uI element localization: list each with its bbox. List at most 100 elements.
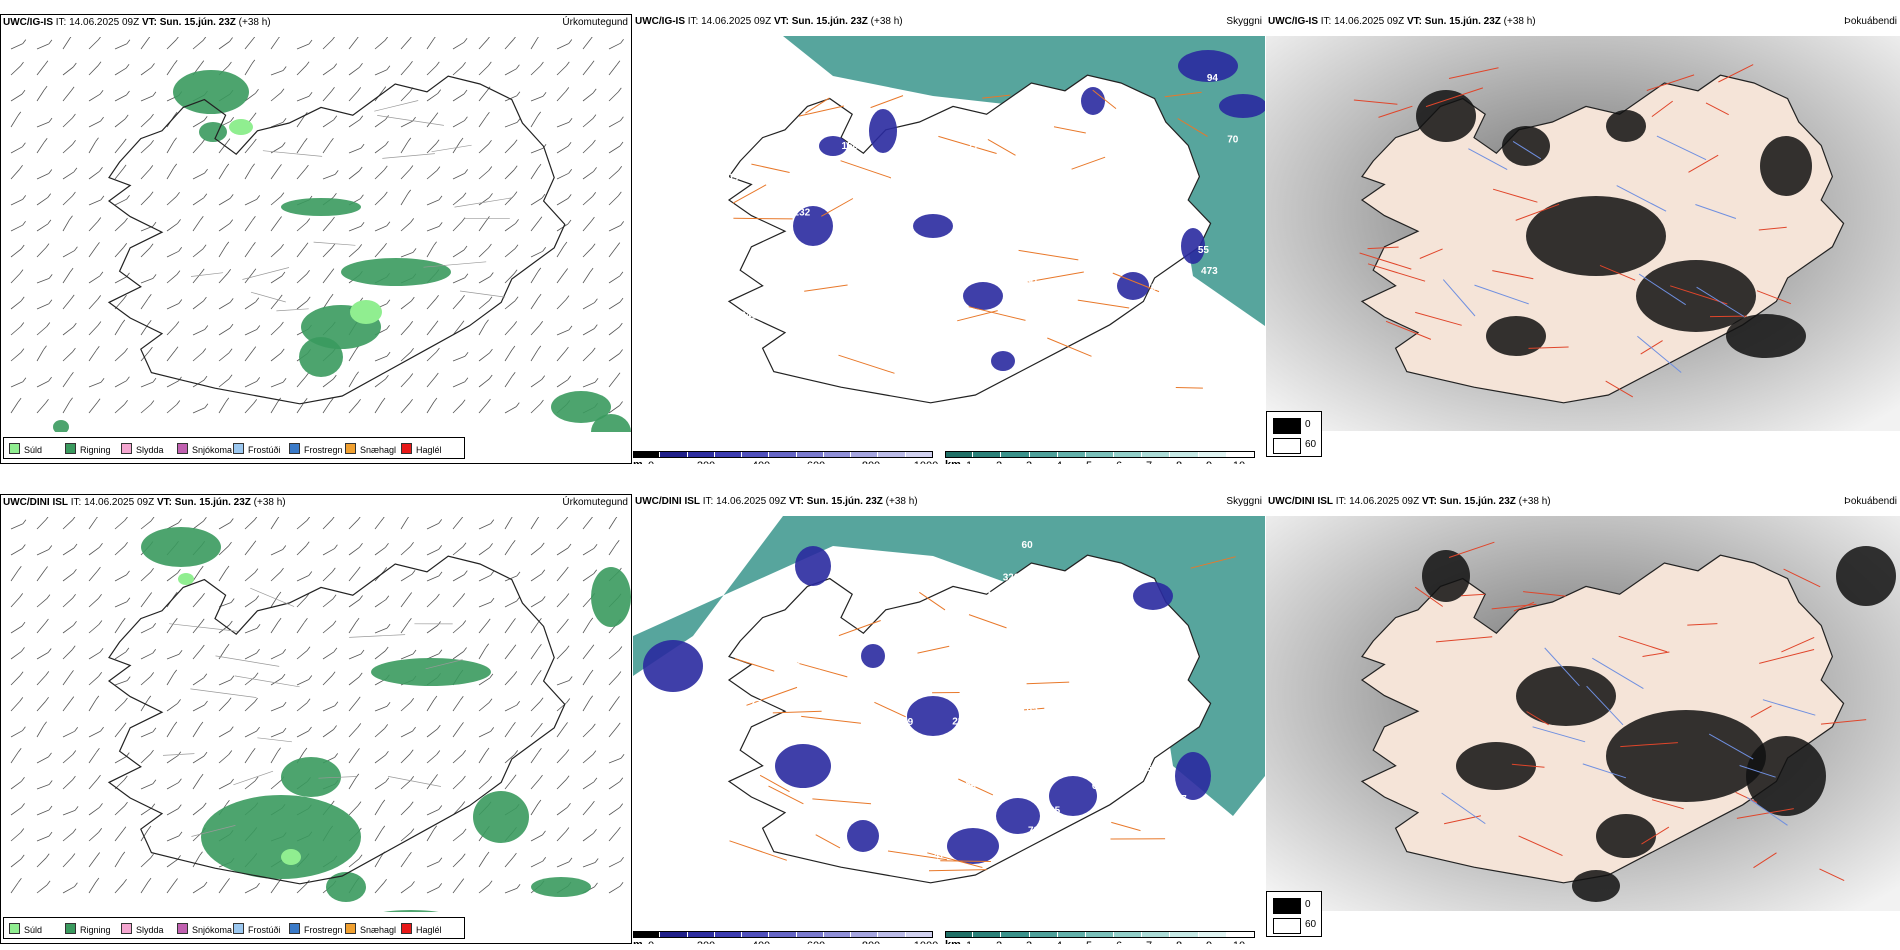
wind-barb-tick (17, 111, 22, 117)
cloud-base-label: 59 (902, 717, 914, 728)
wind-barb-tick (47, 219, 52, 225)
fog-area (1726, 314, 1806, 358)
wind-barb (10, 597, 20, 608)
wind-barb-tick (199, 565, 204, 571)
precip-type-panel: UWC/DINI ISL IT: 14.06.2025 09Z VT: Sun.… (0, 494, 632, 944)
wind-barb (244, 167, 252, 180)
wind-barb (296, 222, 308, 232)
wind-barb-tick (203, 296, 207, 302)
wind-barb (582, 573, 594, 582)
wind-barb (166, 141, 174, 154)
wind-barb (504, 300, 516, 310)
wind-barb-tick (74, 727, 79, 732)
wind-barb (530, 379, 542, 388)
road (1448, 541, 1495, 558)
colorbar-segment (878, 451, 906, 458)
wind-barb-tick (48, 117, 53, 123)
wind-barb-tick (19, 593, 24, 598)
wind-barb-tick (123, 879, 127, 884)
wind-barb (556, 379, 569, 388)
wind-barb-tick (565, 295, 570, 300)
wind-barb-tick (173, 163, 178, 169)
wind-barb-tick (487, 398, 491, 404)
colorbar-tick: 7 (1146, 940, 1152, 944)
init-time: 14.06.2025 09Z (1334, 16, 1405, 27)
colorbar-tick: 6 (1116, 940, 1122, 944)
road (928, 869, 987, 872)
wind-barb-tick (331, 243, 336, 248)
cloud-base-label: 232 (794, 207, 811, 218)
wind-barb-tick (357, 723, 362, 728)
legend-label: 0 (1305, 419, 1311, 430)
wind-barb (556, 329, 570, 336)
wind-barb-tick (486, 618, 491, 624)
colorbar-frame (633, 451, 933, 458)
wind-barb (556, 680, 570, 686)
coastline (107, 555, 566, 885)
wind-barb (452, 857, 463, 868)
wind-barb-tick (355, 371, 359, 377)
wind-barb-tick (254, 568, 259, 573)
wind-barb (270, 325, 281, 336)
wind-barb-tick (252, 37, 256, 40)
wind-barb-tick (488, 776, 493, 781)
wind-barb (10, 832, 22, 842)
low-cloud-area (1049, 776, 1097, 816)
wind-barb-tick (305, 61, 310, 66)
wind-barb (36, 64, 46, 76)
wind-barb (608, 195, 619, 206)
road (734, 658, 775, 672)
wind-barb (62, 401, 70, 414)
wind-barb (348, 546, 360, 556)
drizzle-area (350, 300, 382, 324)
wind-barb-tick (125, 63, 130, 69)
valid-time: Sun. 15.jún. 23Z (791, 16, 868, 27)
colorbar-segment (1001, 451, 1030, 458)
road (1443, 815, 1482, 825)
wind-barb-tick (229, 37, 233, 42)
wind-barb-tick (516, 596, 520, 602)
wind-barb (140, 857, 151, 868)
wind-barb-tick (256, 195, 261, 200)
cloud-base-label: 70 (1227, 134, 1239, 145)
wind-barb (114, 726, 124, 738)
wind-barb-tick (47, 193, 52, 198)
wind-barb (504, 754, 515, 764)
wind-barb (530, 147, 544, 154)
wind-barb (36, 278, 50, 284)
wind-barb-tick (152, 727, 157, 733)
wind-barb (426, 861, 440, 868)
low-cloud-area (795, 546, 831, 586)
cloud-base-label: 65 (964, 239, 976, 250)
colorbar-tick: 1000 (914, 940, 938, 944)
wind-barb-tick (541, 193, 546, 199)
wind-barb-tick (48, 39, 53, 45)
low-cloud-area (643, 640, 703, 692)
wind-barb (530, 297, 539, 310)
wind-barb (348, 225, 362, 232)
road (1526, 711, 1549, 726)
wind-barb (270, 92, 282, 102)
colorbar-segment (973, 451, 1002, 458)
wind-barb (504, 675, 515, 686)
lead-time: (+38 h) (1518, 496, 1551, 507)
cloud-base-label: 65 (1027, 704, 1039, 715)
wind-barb (504, 169, 515, 180)
wind-barb-tick (511, 345, 516, 351)
wind-barb (10, 352, 22, 362)
wind-barb-tick (19, 671, 24, 676)
init-time-label: IT: (687, 16, 699, 27)
wind-barb (400, 252, 414, 258)
wind-barb (140, 731, 154, 738)
wind-barb-tick (410, 542, 414, 547)
wind-barb-tick (539, 321, 544, 326)
wind-barb-tick (228, 348, 233, 354)
wind-barb (426, 887, 439, 894)
legend-label: Frostúði (248, 925, 281, 935)
colorbar-tick: 400 (752, 460, 770, 464)
wind-barb (296, 168, 306, 180)
low-cloud-area (793, 206, 833, 246)
wind-barb-tick (72, 191, 76, 197)
wind-barb (400, 573, 413, 582)
wind-barb (530, 250, 543, 258)
